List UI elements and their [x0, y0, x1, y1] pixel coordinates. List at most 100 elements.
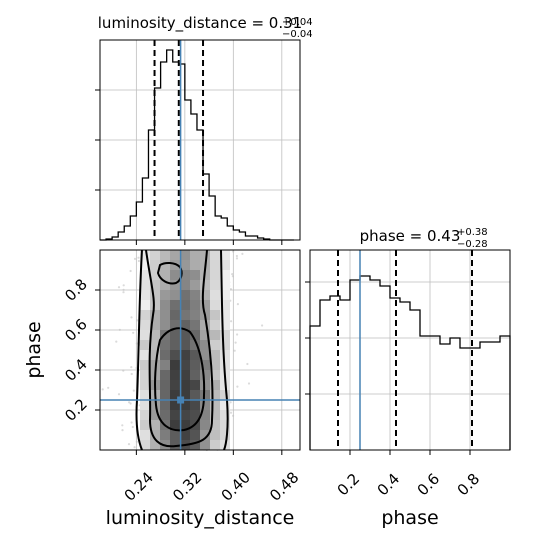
joint-density-cell: [180, 360, 190, 370]
joint-sample-point: [231, 275, 234, 278]
joint-density-cell: [140, 350, 150, 360]
ld-hist-ticks: [95, 89, 283, 245]
x-axis-label-phase: phase: [381, 507, 438, 529]
joint-sample-point: [128, 401, 131, 404]
joint-density-cell: [200, 350, 210, 360]
joint-density-cell: [160, 270, 170, 280]
joint-density-cell: [220, 250, 230, 260]
joint-ytick-label: 0.2: [61, 395, 91, 425]
phase-title-minus: −0.28: [457, 239, 488, 250]
joint-density-cell: [190, 440, 200, 450]
joint-sample-point: [236, 385, 239, 388]
joint-density-cell: [150, 340, 160, 350]
joint-density-cell: [140, 340, 150, 350]
phase-hist-xtick-label: 0.8: [454, 470, 484, 500]
phase-title-plus: +0.38: [457, 227, 488, 238]
joint-density-cell: [180, 340, 190, 350]
joint-density-cell: [210, 250, 220, 260]
joint-density-cell: [140, 310, 150, 320]
joint-density-cell: [210, 370, 220, 380]
joint-density-cell: [150, 410, 160, 420]
joint-density-cell: [140, 320, 150, 330]
joint-density-cell: [160, 250, 170, 260]
joint-density-cell: [190, 360, 200, 370]
ld-hist-border: [99, 39, 301, 241]
joint-border: [99, 249, 301, 451]
joint-sample-point: [229, 401, 232, 404]
y-axis-label-phase: phase: [23, 321, 45, 378]
joint-density-cell: [160, 400, 170, 410]
joint-density-cell: [170, 400, 180, 410]
joint-sample-point: [129, 269, 132, 273]
joint-density-cell: [180, 250, 190, 260]
joint-density-cell: [170, 410, 180, 420]
joint-truth-marker: [177, 396, 185, 404]
joint-density-cell: [170, 430, 180, 440]
joint-density-cell: [160, 410, 170, 420]
joint-density-cell: [150, 260, 160, 270]
joint-density-cell: [210, 350, 220, 360]
joint-density-cell: [180, 310, 190, 320]
joint-density-cell: [210, 280, 220, 290]
joint-sample-point: [115, 340, 118, 343]
joint-xtick-label: 0.48: [266, 468, 302, 504]
joint-density-cell: [200, 250, 210, 260]
joint-sample-point: [230, 320, 233, 323]
joint-density-cell: [210, 410, 220, 420]
joint-density-cell: [180, 420, 190, 430]
joint-density-cell: [140, 300, 150, 310]
joint-ytick-label: 0.4: [61, 355, 91, 385]
joint-density-cell: [220, 430, 230, 440]
joint-density-cell: [220, 320, 230, 330]
joint-density-cell: [150, 310, 160, 320]
joint-density-cell: [180, 330, 190, 340]
joint-density-cell: [140, 370, 150, 380]
joint-sample-point: [127, 443, 131, 446]
joint-density-cell: [190, 400, 200, 410]
joint-density-cell: [210, 290, 220, 300]
joint-sample-point: [137, 256, 140, 259]
joint-density-cell: [170, 440, 180, 450]
joint-density-cells: [140, 250, 230, 450]
panel-ld-hist: luminosity_distance = 0.31 +0.04 −0.04: [95, 14, 313, 245]
joint-density-cell: [210, 390, 220, 400]
joint-density-cell: [140, 420, 150, 430]
joint-density-cell: [180, 350, 190, 360]
phase-quantile-lines: [337, 250, 473, 450]
joint-density-cell: [200, 300, 210, 310]
joint-density-cell: [170, 250, 180, 260]
joint-sample-point: [246, 362, 249, 366]
joint-density-cell: [210, 340, 220, 350]
joint-density-cell: [210, 330, 220, 340]
ld-title-plus: +0.04: [282, 17, 313, 28]
joint-density-cell: [200, 280, 210, 290]
joint-density-cell: [140, 290, 150, 300]
joint-density-cell: [200, 410, 210, 420]
joint-density-cell: [150, 420, 160, 430]
joint-density-cell: [220, 420, 230, 430]
joint-density-cell: [220, 410, 230, 420]
joint-density-cell: [160, 290, 170, 300]
joint-density-cell: [140, 330, 150, 340]
joint-density-cell: [210, 420, 220, 430]
joint-density-cell: [210, 380, 220, 390]
joint-density-cell: [220, 280, 230, 290]
joint-sample-point: [131, 425, 134, 429]
joint-sample-point: [232, 250, 235, 253]
contour-outer-left: [135, 249, 143, 451]
joint-density-cell: [150, 300, 160, 310]
ld-histogram-step: [100, 49, 294, 241]
joint-ytick-label: 0.6: [61, 315, 91, 345]
phase-hist-y-ticks: [305, 281, 310, 395]
joint-density-cell: [180, 320, 190, 330]
joint-sample-point: [132, 331, 135, 334]
joint-density-cell: [190, 290, 200, 300]
joint-ytick-label: 0.8: [61, 275, 91, 305]
joint-xtick-label: 0.40: [218, 468, 254, 504]
joint-density-cell: [170, 290, 180, 300]
joint-density-cell: [210, 320, 220, 330]
joint-density-cell: [180, 300, 190, 310]
joint-sample-point: [233, 349, 236, 352]
joint-sample-point: [122, 369, 125, 372]
joint-density-cell: [170, 330, 180, 340]
